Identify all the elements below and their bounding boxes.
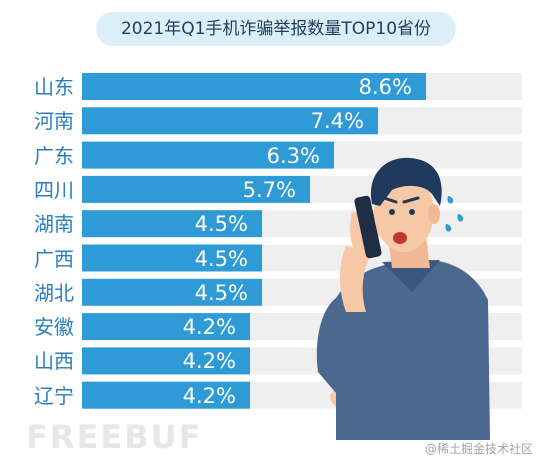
bar xyxy=(82,73,426,100)
bar xyxy=(82,381,250,409)
watermark-juejin: @稀土掘金技术社区 xyxy=(424,442,533,456)
bar xyxy=(82,210,262,238)
category-label: 湖南 xyxy=(34,212,74,237)
data-label: 4.2% xyxy=(182,383,236,408)
data-label: 4.5% xyxy=(194,246,248,271)
title-pill xyxy=(96,12,456,46)
category-label: 湖北 xyxy=(34,280,74,305)
data-label: 5.7% xyxy=(242,177,296,202)
data-label: 4.5% xyxy=(194,280,248,305)
watermark-freebuf: FREEBUF xyxy=(26,418,203,456)
worried-man-on-phone-icon xyxy=(316,157,490,440)
bar xyxy=(82,347,250,375)
category-label: 河南 xyxy=(34,109,74,134)
category-label: 山西 xyxy=(34,349,74,374)
data-label: 7.4% xyxy=(310,109,364,134)
category-label: 四川 xyxy=(34,177,74,202)
category-label: 山东 xyxy=(34,75,74,99)
data-label: 8.6% xyxy=(358,75,412,99)
category-label: 辽宁 xyxy=(34,383,74,408)
category-label: 广东 xyxy=(34,143,74,168)
data-label: 6.3% xyxy=(266,143,320,168)
category-label: 广西 xyxy=(34,246,74,271)
bar xyxy=(82,175,310,203)
chart-title: 2021年Q1手机诈骗举报数量TOP10省份 xyxy=(120,19,432,39)
bar xyxy=(82,244,262,272)
data-label: 4.2% xyxy=(182,315,236,340)
bar xyxy=(82,141,334,169)
category-label: 安徽 xyxy=(34,315,74,340)
bar xyxy=(82,278,262,306)
bar xyxy=(82,313,250,341)
data-label: 4.5% xyxy=(194,212,248,237)
bar xyxy=(82,107,378,135)
data-label: 4.2% xyxy=(182,349,236,374)
